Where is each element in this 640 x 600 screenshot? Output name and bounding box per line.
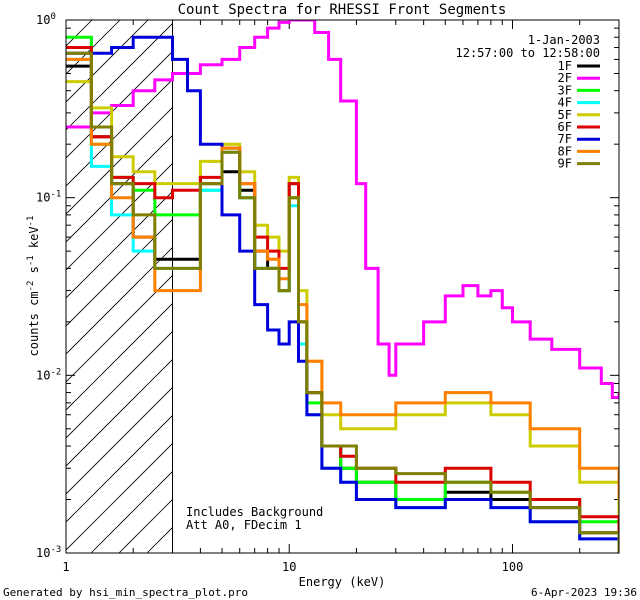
hatch-line <box>455 20 640 553</box>
footer-generated-by: Generated by hsi_min_spectra_plot.pro <box>3 586 248 599</box>
hatch-line <box>66 190 173 299</box>
hatch-line <box>66 162 173 271</box>
hatch-line <box>0 20 8 553</box>
y-tick-label: 10-3 <box>36 545 61 560</box>
legend-time-range: 12:57:00 to 12:58:00 <box>456 46 601 60</box>
hatch-line <box>66 22 173 131</box>
series-line-4F <box>66 57 619 553</box>
hatch-line <box>66 442 173 551</box>
hatch-line <box>66 414 173 523</box>
x-tick-label: 1 <box>62 560 69 574</box>
hatch-line <box>66 358 173 467</box>
x-tick-label: 10 <box>282 560 296 574</box>
hatch-line <box>623 20 640 553</box>
hatch-line <box>511 20 640 553</box>
low-energy-hatched-region <box>0 20 640 553</box>
legend-label-2F: 2F <box>558 71 572 85</box>
y-tick-label: 10-1 <box>36 190 61 205</box>
hatch-line <box>66 134 173 243</box>
y-tick-labels: 10-3 10-2 10-1 100 <box>36 12 61 560</box>
hatch-line <box>66 20 121 75</box>
hatch-line <box>66 78 173 187</box>
legend-label-8F: 8F <box>558 144 572 158</box>
axes-ticks <box>65 19 620 554</box>
hatch-line <box>66 106 173 215</box>
legend-label-3F: 3F <box>558 83 572 97</box>
hatch-line <box>66 246 173 355</box>
hatch-line <box>66 386 173 495</box>
series-line-6F <box>66 46 619 539</box>
legend-label-7F: 7F <box>558 132 572 146</box>
y-tick-label: 10-2 <box>36 367 61 382</box>
legend-date: 1-Jan-2003 <box>528 33 600 47</box>
y-axis-label: counts cm-2 s-1 keV-1 <box>26 216 41 357</box>
x-tick-labels: 1 10 100 <box>62 560 523 574</box>
x-axis-label: Energy (keV) <box>299 575 386 589</box>
y-tick-label: 100 <box>36 12 56 27</box>
x-tick-label: 100 <box>502 560 524 574</box>
legend-label-6F: 6F <box>558 120 572 134</box>
hatch-line <box>539 20 640 553</box>
series-line-2F <box>66 20 619 399</box>
hatch-line <box>259 20 640 553</box>
series-lines <box>66 20 619 553</box>
plot-frame <box>65 19 620 554</box>
legend-label-1F: 1F <box>558 59 572 73</box>
legend-label-5F: 5F <box>558 108 572 122</box>
footer-date: 6-Apr-2023 19:36 <box>531 586 637 599</box>
series-line-9F <box>66 51 619 553</box>
hatch-line <box>66 20 93 47</box>
annotation-background: Includes Background <box>186 505 323 519</box>
hatch-line <box>66 50 173 159</box>
hatch-line <box>66 274 173 383</box>
hatch-line <box>567 20 640 553</box>
legend: 1-Jan-2003 12:57:00 to 12:58:00 1F2F3F4F… <box>456 33 601 171</box>
legend-label-4F: 4F <box>558 96 572 110</box>
series-line-8F <box>66 57 619 500</box>
hatch-line <box>66 218 173 327</box>
series-line-7F <box>66 35 619 553</box>
series-line-3F <box>66 35 619 539</box>
series-line-1F <box>66 64 619 553</box>
chart-title: Count Spectra for RHESSI Front Segments <box>178 2 507 18</box>
legend-label-9F: 9F <box>558 157 572 171</box>
hatch-line <box>427 20 640 553</box>
annotation-attenuator: Att A0, FDecim 1 <box>186 518 302 532</box>
hatch-line <box>66 20 149 103</box>
